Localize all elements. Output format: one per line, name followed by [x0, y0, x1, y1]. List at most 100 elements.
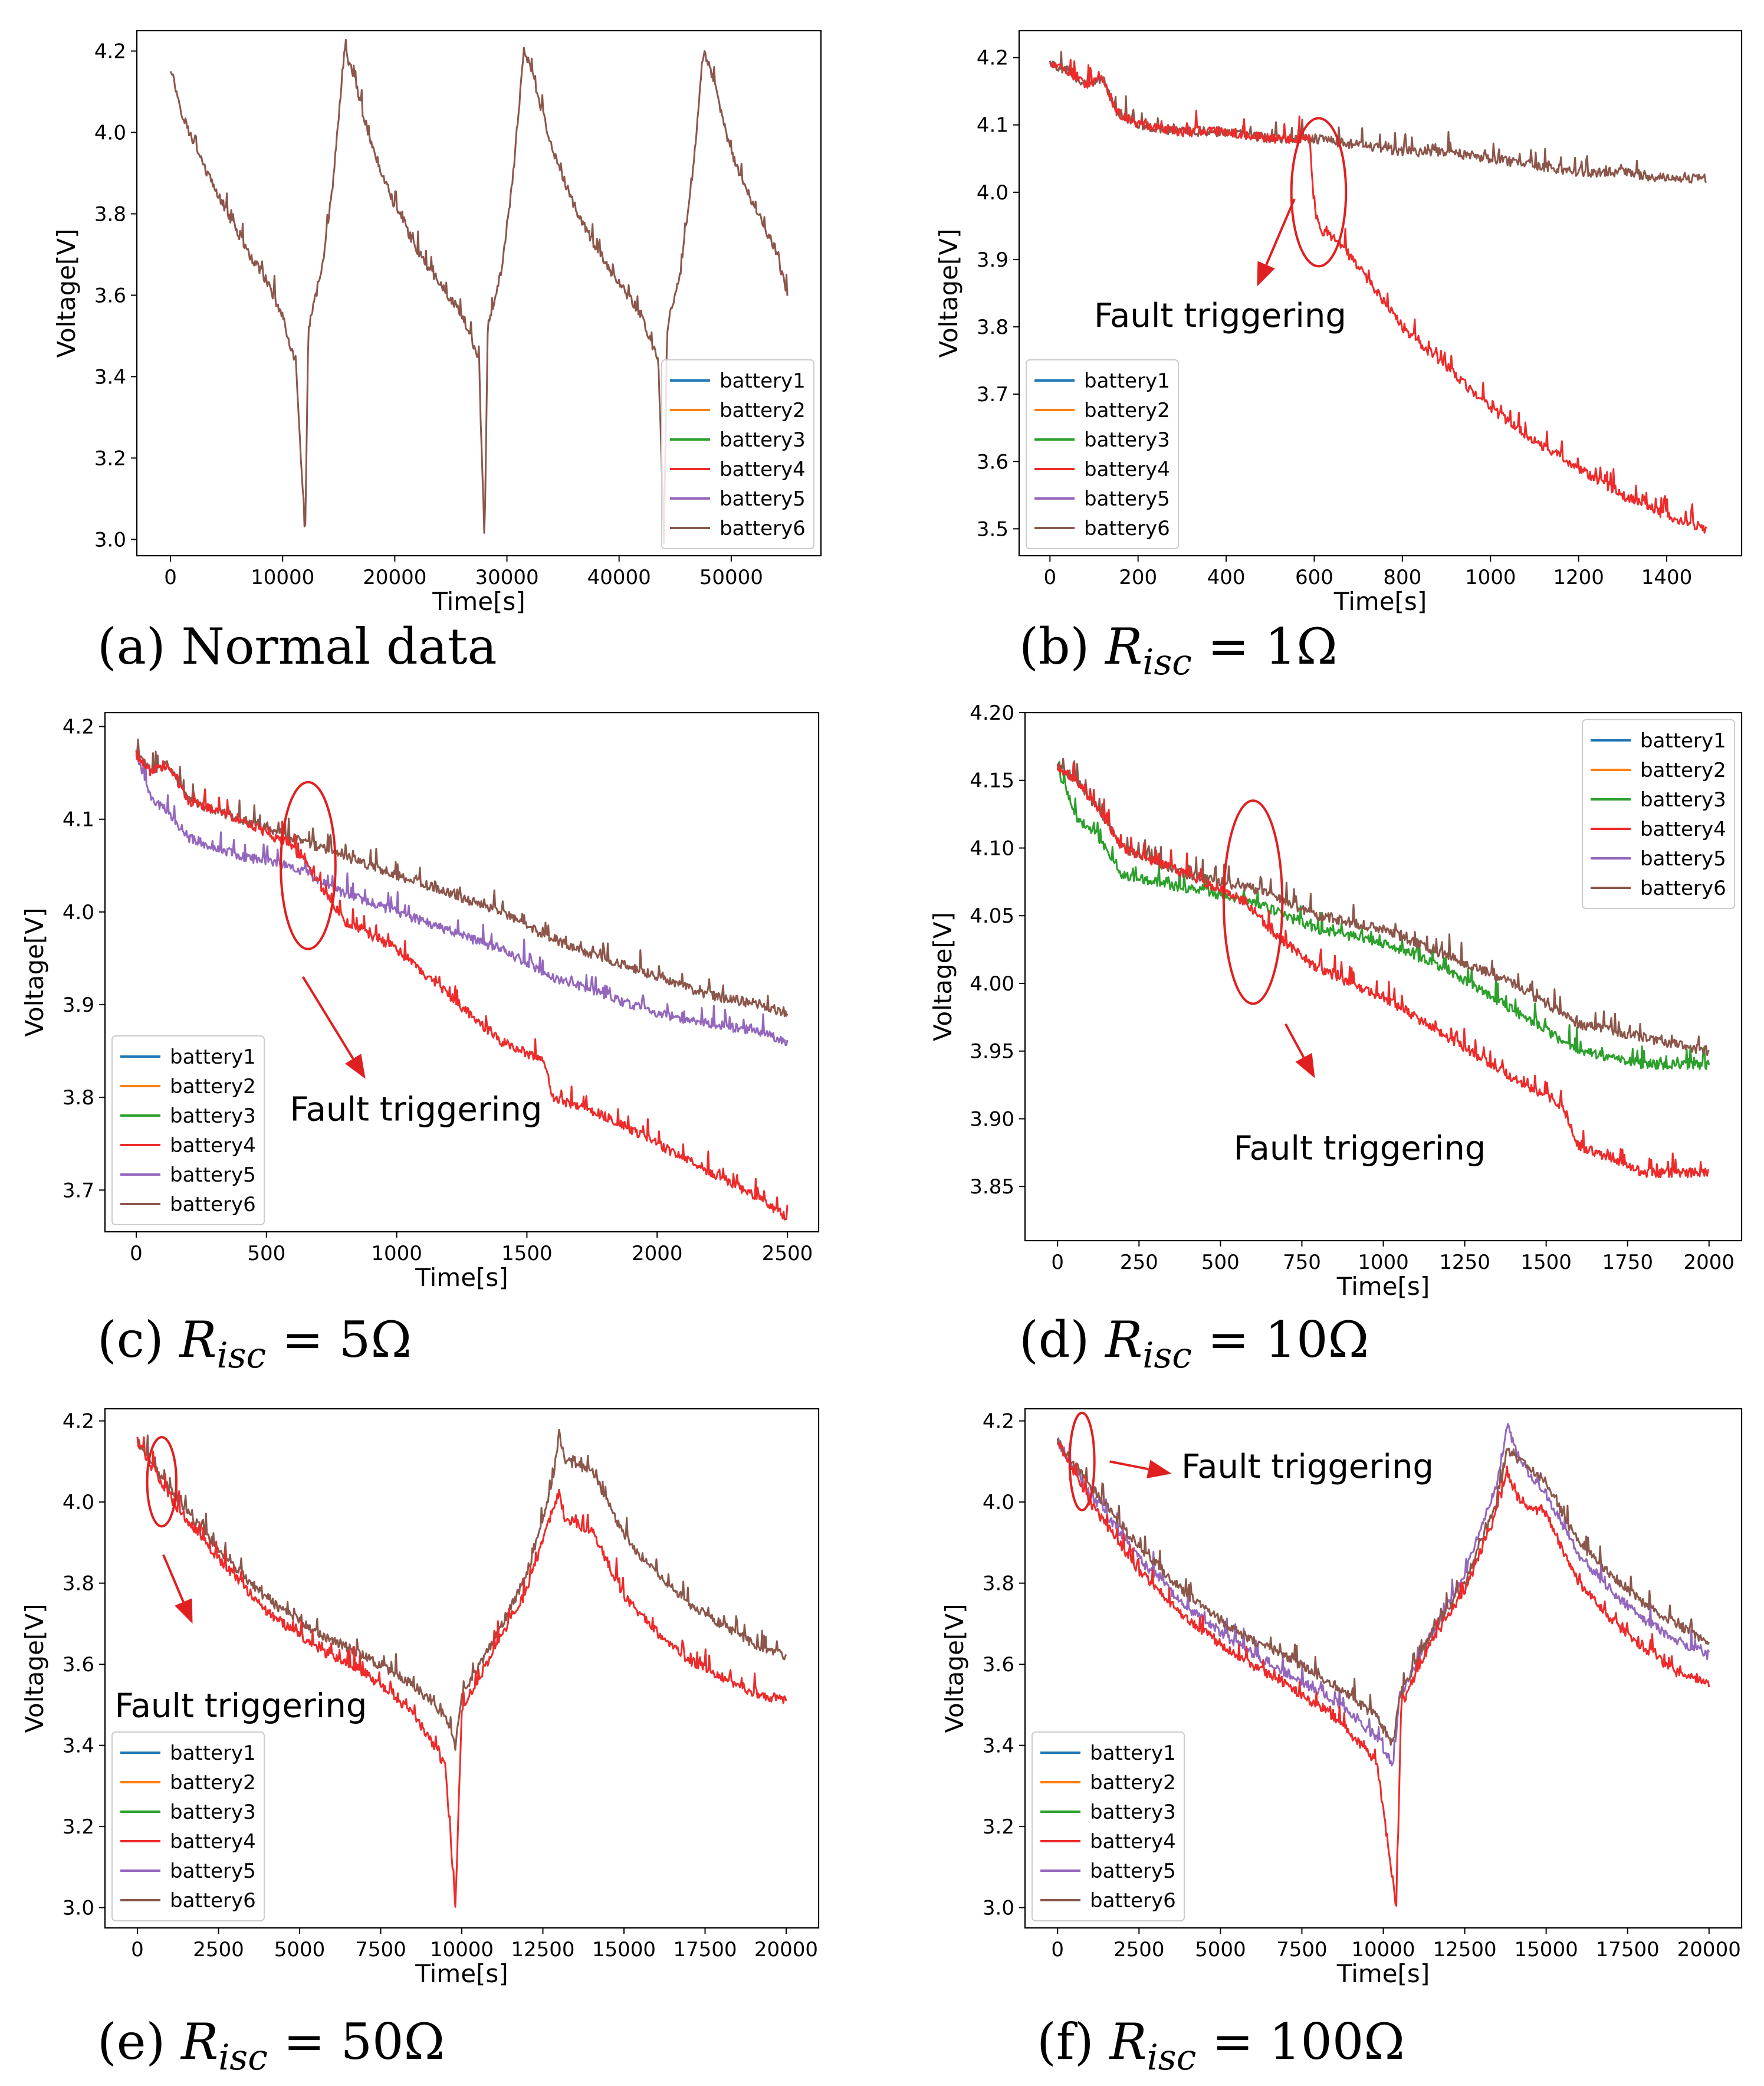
y-tick-label: 3.4: [983, 1734, 1014, 1758]
legend-entry-battery3: battery3: [170, 1104, 256, 1128]
y-tick-label: 4.2: [977, 47, 1009, 70]
series-line-battery6: [1056, 1438, 1710, 1746]
y-tick-label: 4.2: [63, 716, 94, 739]
x-tick-label: 500: [247, 1242, 285, 1265]
x-tick-label: 5000: [274, 1938, 326, 1962]
x-tick-label: 10000: [1351, 1938, 1415, 1962]
fault-arrow-shaft: [1285, 1023, 1305, 1058]
x-tick-label: 15000: [1515, 1938, 1578, 1962]
legend-entry-battery6: battery6: [1640, 877, 1726, 900]
y-tick-label: 3.4: [63, 1734, 94, 1758]
caption-math: R: [180, 2013, 218, 2071]
y-tick-label: 3.8: [983, 1572, 1014, 1596]
series-group: [1056, 757, 1710, 1179]
panel-caption: (c) Risc = 5Ω: [97, 1311, 412, 1376]
x-tick-label: 600: [1295, 566, 1333, 589]
x-axis-label: Time[s]: [1336, 1272, 1430, 1301]
chart-panel-f: 0 2500 5000 7500 10000 12500 15000 17500 20000 3.…: [940, 1408, 1743, 2078]
y-tick-label: 3.85: [970, 1175, 1014, 1199]
x-axis-label: Time[s]: [415, 1263, 508, 1292]
chart-panel-b: 0 200 400 600 800 1000 1200 1400 3.5 3.6 3.7 3.8 3.9…: [934, 29, 1743, 683]
plot-frame: [104, 711, 820, 1233]
legend-entry-battery4: battery4: [720, 458, 806, 481]
caption-prefix: (a) Normal data: [97, 618, 497, 675]
series-line-battery6: [169, 38, 789, 545]
series-line-battery4: [1049, 58, 1707, 534]
series-line-battery6: [135, 738, 789, 1018]
y-tick-label: 3.5: [977, 517, 1009, 541]
legend-entry-battery3: battery3: [720, 428, 806, 452]
x-tick-label: 30000: [475, 566, 538, 589]
y-tick-label: 4.0: [977, 181, 1009, 205]
y-tick-label: 3.6: [94, 284, 126, 307]
plot-frame: [136, 29, 822, 557]
legend-entry-battery4: battery4: [170, 1830, 256, 1854]
y-axis-label: Voltage[V]: [20, 907, 49, 1037]
x-tick-label: 0: [164, 566, 177, 589]
y-tick-label: 4.0: [983, 1491, 1014, 1514]
x-tick-label: 0: [131, 1938, 144, 1962]
x-tick-label: 7500: [355, 1938, 406, 1962]
y-axis-label: Voltage[V]: [928, 912, 957, 1041]
x-tick-label: 1500: [501, 1242, 553, 1265]
y-axis-label: Voltage[V]: [940, 1603, 969, 1733]
x-tick-label: 500: [1201, 1251, 1240, 1274]
panel-caption: (f) Risc = 100Ω: [1037, 2013, 1405, 2078]
y-tick-label: 4.1: [63, 808, 94, 832]
legend: battery1 battery2 battery3 battery4 battery5…: [661, 359, 814, 549]
caption-math: R: [1104, 618, 1142, 675]
legend-entry-battery3: battery3: [1084, 428, 1170, 452]
x-tick-label: 1750: [1602, 1251, 1653, 1274]
series-line-battery6: [1049, 51, 1707, 184]
x-tick-label: 0: [130, 1242, 143, 1265]
legend-entry-battery6: battery6: [720, 517, 806, 540]
series-line-battery5: [135, 752, 789, 1047]
caption-prefix: (d): [1019, 1311, 1105, 1369]
y-tick-label: 4.0: [63, 1491, 94, 1514]
y-tick-label: 3.0: [63, 1897, 94, 1920]
fault-arrow-shaft: [1109, 1460, 1149, 1471]
x-tick-label: 1500: [1520, 1251, 1572, 1274]
y-tick-label: 3.8: [977, 316, 1009, 339]
legend-entry-battery5: battery5: [1640, 847, 1726, 871]
y-tick-label: 3.6: [63, 1653, 94, 1677]
y-tick-label: 3.6: [977, 450, 1009, 474]
fault-annotation-label: Fault triggering: [115, 1687, 367, 1726]
chart-panel-c: 0 500 1000 1500 2000 2500 3.7 3.8 3.9 4.0 4.1 4.2 Ti…: [20, 711, 820, 1376]
legend-entry-battery2: battery2: [720, 399, 806, 422]
x-tick-label: 1000: [1465, 566, 1516, 589]
y-tick-label: 4.05: [970, 904, 1014, 928]
panel-caption: (b) Risc = 1Ω: [1019, 618, 1338, 683]
x-tick-label: 0: [1051, 1938, 1064, 1962]
fault-ellipse: [1290, 117, 1348, 268]
caption-math: R: [1104, 1311, 1142, 1369]
x-tick-label: 1000: [371, 1242, 422, 1265]
chart-panel-a: 0 10000 20000 30000 40000 50000 3.0 3.2 3.4 3.6 3.…: [52, 29, 822, 675]
x-tick-label: 17500: [673, 1938, 737, 1962]
legend-entry-battery2: battery2: [170, 1771, 256, 1795]
x-axis-label: Time[s]: [1336, 1959, 1430, 1988]
x-tick-label: 0: [1043, 566, 1056, 589]
y-tick-label: 3.9: [63, 993, 94, 1017]
series-line-battery4: [135, 750, 789, 1221]
series-line-battery4: [1056, 762, 1709, 1179]
x-tick-label: 10000: [430, 1938, 494, 1962]
x-tick-label: 40000: [587, 566, 651, 589]
x-tick-label: 12500: [1433, 1938, 1496, 1962]
legend-entry-battery5: battery5: [170, 1163, 256, 1187]
fault-ellipse: [1068, 1411, 1096, 1511]
y-tick-label: 4.2: [94, 40, 126, 63]
legend-box: [111, 1035, 265, 1225]
fault-annotation-label: Fault triggering: [1233, 1129, 1486, 1167]
x-tick-label: 1250: [1439, 1251, 1490, 1274]
x-tick-label: 20000: [754, 1938, 818, 1962]
x-tick-label: 750: [1283, 1251, 1321, 1274]
legend-entry-battery4: battery4: [1090, 1830, 1176, 1854]
legend-box: [661, 359, 814, 549]
y-tick-label: 3.2: [94, 447, 126, 470]
y-axis-label: Voltage[V]: [934, 228, 963, 357]
caption-prefix: (c): [97, 1311, 179, 1369]
fault-annotation-label: Fault triggering: [1094, 297, 1346, 335]
panel-caption: (a) Normal data: [97, 618, 497, 675]
y-tick-label: 3.8: [94, 202, 126, 226]
